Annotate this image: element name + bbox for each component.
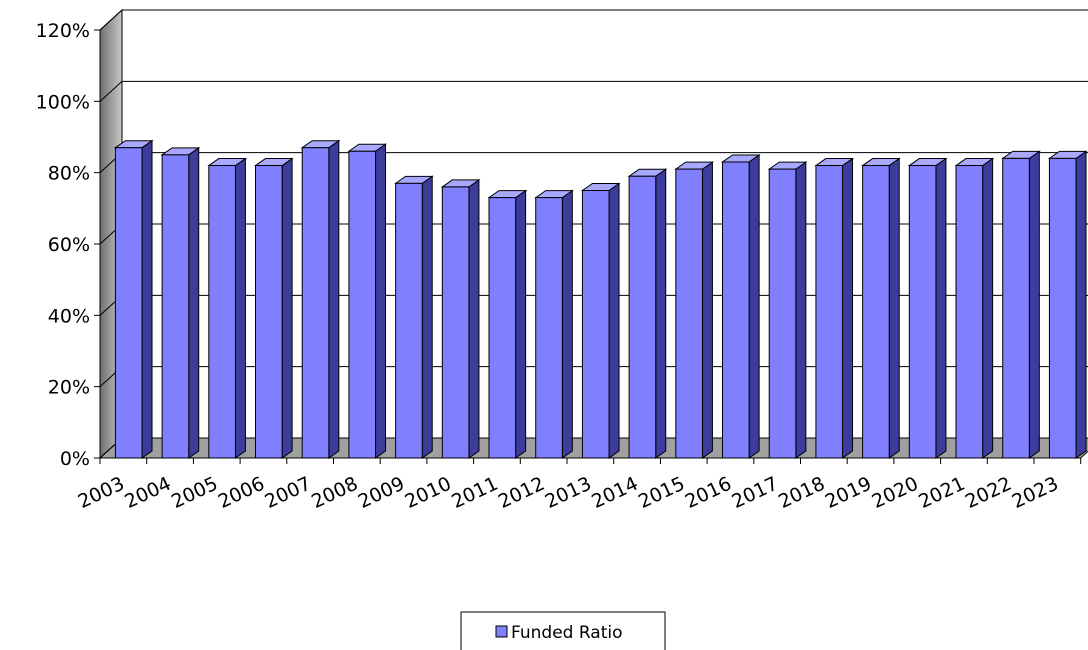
bar-side (982, 157, 994, 459)
bar-front (395, 182, 423, 459)
y-tick-label: 60% (48, 234, 90, 256)
bar-front (208, 165, 236, 459)
bar-front (301, 147, 330, 459)
bar-front (862, 165, 890, 459)
bar-front (114, 147, 143, 459)
bar-front (768, 168, 797, 459)
x-tick-label: 2006 (215, 473, 268, 513)
bar-side (888, 157, 900, 459)
bar-front (955, 165, 984, 459)
bar-front (348, 150, 377, 459)
bar-side (701, 161, 713, 459)
y-tick-label: 0% (60, 448, 90, 470)
y-tick-label: 40% (48, 305, 90, 327)
x-tick-label: 2013 (542, 473, 595, 513)
bar-side (842, 157, 854, 459)
bar (160, 146, 201, 459)
bar-side (1075, 150, 1087, 459)
bar-side (234, 157, 246, 459)
bar-front (1048, 157, 1077, 459)
bar (1047, 150, 1088, 459)
x-tick-label: 2018 (775, 473, 828, 513)
y-tick-label: 120% (36, 20, 90, 42)
x-tick-label: 2022 (962, 473, 1015, 513)
bar-front (488, 197, 517, 459)
x-tick-label: 2023 (1009, 473, 1062, 513)
bar-side (328, 139, 340, 459)
bar-front (535, 197, 563, 459)
bar-side (421, 175, 433, 459)
x-tick-label: 2010 (402, 473, 455, 513)
legend-label: Funded Ratio (511, 623, 623, 643)
bar (347, 143, 388, 459)
bar-front (815, 165, 844, 459)
bar-side (281, 157, 293, 459)
bar-front (628, 175, 657, 459)
bar-side (935, 157, 947, 459)
bar-side (1028, 150, 1040, 459)
bar-front (161, 154, 190, 459)
bar-side (188, 146, 200, 459)
bar (1001, 150, 1041, 459)
bar (253, 157, 294, 459)
x-tick-label: 2011 (448, 473, 501, 513)
grid-line (99, 80, 1088, 102)
x-tick-label: 2016 (682, 473, 735, 513)
legend-swatch (495, 625, 508, 638)
x-tick-label: 2009 (355, 473, 408, 513)
bar-side (561, 189, 573, 459)
bar-side (608, 182, 620, 459)
bar-front (255, 165, 283, 459)
x-tick-label: 2021 (915, 473, 968, 513)
x-tick-label: 2012 (495, 473, 548, 513)
bar (907, 157, 948, 459)
bar (954, 157, 995, 459)
y-tick-label: 80% (48, 163, 90, 185)
bar-side (655, 168, 667, 459)
x-tick-label: 2017 (728, 473, 781, 513)
bar-side (748, 154, 760, 459)
x-tick-label: 2015 (635, 473, 688, 513)
bar-front (675, 168, 703, 459)
bar-front (581, 190, 610, 459)
x-tick-label: 2008 (308, 473, 361, 513)
bar (394, 175, 434, 459)
bar (861, 157, 901, 459)
legend: Funded Ratio (460, 611, 666, 650)
x-tick-label: 2005 (168, 473, 221, 513)
x-tick-label: 2020 (869, 473, 922, 513)
grid-line (99, 9, 1088, 31)
bar (580, 182, 621, 459)
bar-side (141, 139, 153, 459)
bar (627, 168, 668, 459)
bar-side (468, 178, 480, 459)
bar-side (515, 189, 527, 459)
bar (674, 161, 715, 459)
y-tick-label: 100% (36, 91, 90, 113)
bar-side (795, 161, 807, 459)
x-tick-label: 2003 (75, 473, 128, 513)
bar-front (908, 165, 937, 459)
bar-front (722, 161, 750, 459)
bar (767, 161, 808, 459)
y-tick-label: 20% (48, 377, 90, 399)
bar (300, 139, 341, 459)
bar (814, 157, 855, 459)
x-tick-label: 2004 (121, 473, 174, 513)
bar (440, 178, 481, 459)
bar (113, 139, 154, 459)
bar-front (1002, 157, 1030, 459)
x-tick-label: 2014 (588, 473, 641, 513)
x-tick-label: 2019 (822, 473, 875, 513)
legend-box (460, 611, 666, 650)
bar (207, 157, 248, 459)
bar-side (375, 143, 387, 459)
x-tick-label: 2007 (261, 473, 314, 513)
bar (487, 189, 528, 459)
bar (534, 189, 574, 459)
bar-front (441, 186, 470, 459)
bar (720, 154, 761, 459)
